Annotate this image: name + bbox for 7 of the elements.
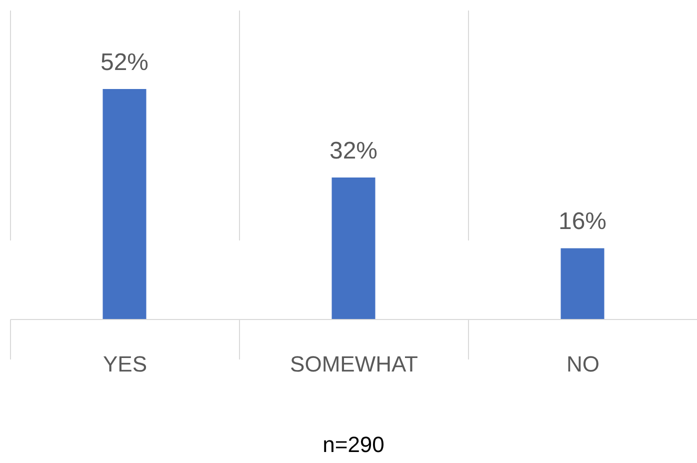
x-tick-label: NO [566,352,600,376]
data-label: 52% [100,49,149,76]
data-label: 32% [329,137,378,164]
x-tick-label: SOMEWHAT [290,352,418,376]
text: n=290 [322,432,384,457]
data-label: 16% [558,208,607,236]
x-tick-label: YES [102,352,148,376]
